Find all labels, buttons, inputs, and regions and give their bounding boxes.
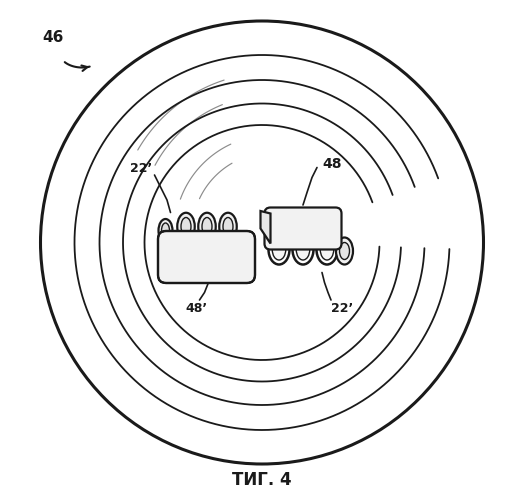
Ellipse shape (320, 239, 334, 260)
Ellipse shape (336, 238, 353, 264)
Text: 48: 48 (322, 157, 342, 171)
Ellipse shape (161, 223, 169, 238)
FancyBboxPatch shape (158, 231, 255, 283)
Ellipse shape (177, 213, 195, 240)
Ellipse shape (272, 239, 286, 260)
FancyBboxPatch shape (161, 244, 252, 280)
Text: 48’: 48’ (185, 302, 207, 315)
Text: 22’: 22’ (130, 162, 152, 175)
Ellipse shape (292, 234, 313, 264)
Text: ΤИГ. 4: ΤИГ. 4 (232, 471, 292, 489)
Text: 46: 46 (43, 30, 64, 45)
Ellipse shape (219, 213, 237, 240)
Ellipse shape (223, 218, 233, 236)
Ellipse shape (316, 234, 337, 264)
Ellipse shape (181, 218, 191, 236)
Polygon shape (260, 211, 270, 244)
Ellipse shape (198, 213, 216, 240)
Ellipse shape (340, 242, 350, 260)
Ellipse shape (158, 219, 172, 242)
Text: 22’: 22’ (331, 302, 353, 314)
Ellipse shape (202, 218, 212, 236)
FancyBboxPatch shape (265, 208, 342, 250)
Ellipse shape (296, 239, 310, 260)
Ellipse shape (268, 234, 289, 264)
